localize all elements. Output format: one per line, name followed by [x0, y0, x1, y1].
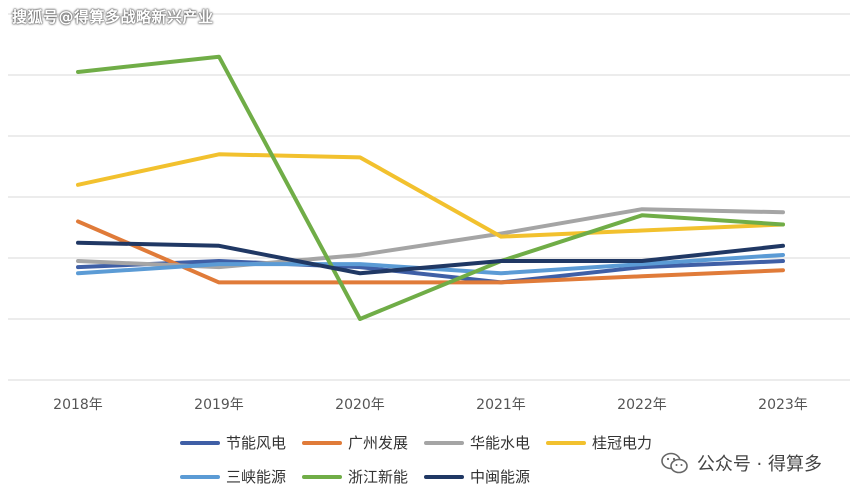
legend-row-1: 节能风电 广州发展 华能水电 桂冠电力 [180, 432, 668, 453]
series-line [76, 54, 785, 321]
x-tick-label: 2022年 [617, 397, 667, 413]
legend-item: 中闽能源 [424, 466, 530, 487]
legend-swatch [424, 474, 465, 479]
legend-label: 浙江新能 [348, 468, 409, 486]
legend-label: 中闽能源 [470, 468, 531, 486]
watermark: 搜狐号@得算多战略新兴产业 [12, 8, 214, 26]
legend-item: 三峡能源 [180, 466, 286, 487]
wechat-icon [661, 452, 688, 474]
legend-item: 广州发展 [302, 432, 408, 453]
legend-swatch [180, 440, 220, 445]
x-tick-label: 2018年 [53, 397, 103, 413]
legend-swatch [302, 440, 343, 445]
legend-swatch [424, 440, 465, 445]
legend-item: 桂冠电力 [546, 432, 652, 453]
x-tick-label: 2023年 [758, 397, 808, 413]
series-line [76, 219, 785, 285]
series-lines [76, 54, 785, 321]
legend-swatch [302, 474, 343, 479]
gridlines [8, 13, 850, 381]
legend-item: 华能水电 [424, 432, 530, 453]
legend-label: 广州发展 [348, 434, 409, 452]
x-tick-label: 2019年 [194, 397, 244, 413]
legend-label: 桂冠电力 [592, 434, 653, 452]
series-line [76, 240, 785, 276]
x-tick-label: 2021年 [476, 397, 526, 413]
x-axis-ticks: 2018年 2019年 2020年 2021年 2022年 2023年 [53, 397, 808, 413]
legend-label: 节能风电 [226, 434, 287, 452]
legend-swatch [180, 474, 220, 479]
x-tick-label: 2020年 [335, 397, 385, 413]
legend-item: 浙江新能 [302, 466, 408, 487]
credit: 公众号 · 得算多 [661, 450, 822, 476]
legend-swatch [546, 440, 587, 445]
credit-text: 公众号 · 得算多 [696, 454, 822, 475]
legend-label: 三峡能源 [226, 468, 287, 486]
series-line [76, 152, 785, 239]
legend-label: 华能水电 [470, 434, 531, 452]
legend-item: 节能风电 [180, 432, 286, 453]
legend-row-2: 三峡能源 浙江新能 中闽能源 [180, 466, 546, 487]
series-line [76, 259, 785, 285]
